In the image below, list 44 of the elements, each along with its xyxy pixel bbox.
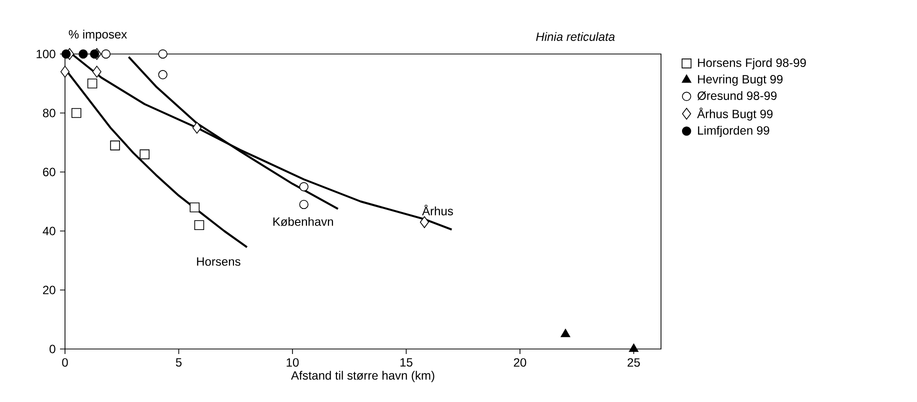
point: [192, 122, 202, 134]
point: [158, 70, 168, 80]
y-tick-label: 100: [36, 50, 56, 58]
legend-label: Hevring Bugt 99: [698, 74, 783, 86]
legend-label: Limfjorden 99: [698, 126, 770, 138]
legend-label: Øresund 98-99: [697, 91, 777, 100]
point: [92, 66, 102, 78]
point: [190, 202, 200, 212]
point: [628, 344, 638, 352]
point: [158, 49, 168, 59]
annotation: København: [273, 217, 333, 226]
point: [87, 78, 98, 88]
point: [140, 149, 150, 160]
y-axis-title: % imposex: [68, 30, 127, 41]
point: [194, 220, 204, 230]
point: [62, 49, 71, 59]
legend-label: Århus Bugt 99: [697, 108, 773, 121]
y-tick-label: 80: [42, 108, 56, 118]
x-tick-label: 10: [286, 358, 299, 367]
point: [60, 66, 70, 78]
point: [560, 328, 570, 338]
x-axis-title: Afstand til større havn (km): [291, 370, 434, 382]
y-tick-label: 0: [50, 344, 56, 354]
point: [299, 182, 308, 192]
annotation: Århus: [422, 204, 453, 216]
point: [299, 200, 308, 210]
y-tick-label: 60: [43, 168, 56, 176]
x-tick-label: 25: [628, 358, 640, 367]
y-tick-label: 20: [43, 286, 56, 294]
point: [78, 49, 88, 59]
point: [420, 216, 429, 228]
x-tick-label: 20: [514, 358, 526, 367]
point: [110, 140, 120, 150]
x-tick-label: 0: [62, 358, 68, 367]
line-series: [128, 56, 339, 210]
y-tick-label: 40: [42, 226, 56, 236]
legend-label: Horsens Fjord 98-99: [698, 58, 806, 70]
point: [71, 108, 82, 118]
chart-title: Hinia reticulata: [536, 32, 615, 41]
x-tick-label: 5: [176, 358, 182, 367]
x-tick-label: 15: [400, 358, 412, 367]
point: [101, 49, 111, 59]
point: [90, 49, 100, 59]
annotation: Horsens: [197, 257, 240, 266]
